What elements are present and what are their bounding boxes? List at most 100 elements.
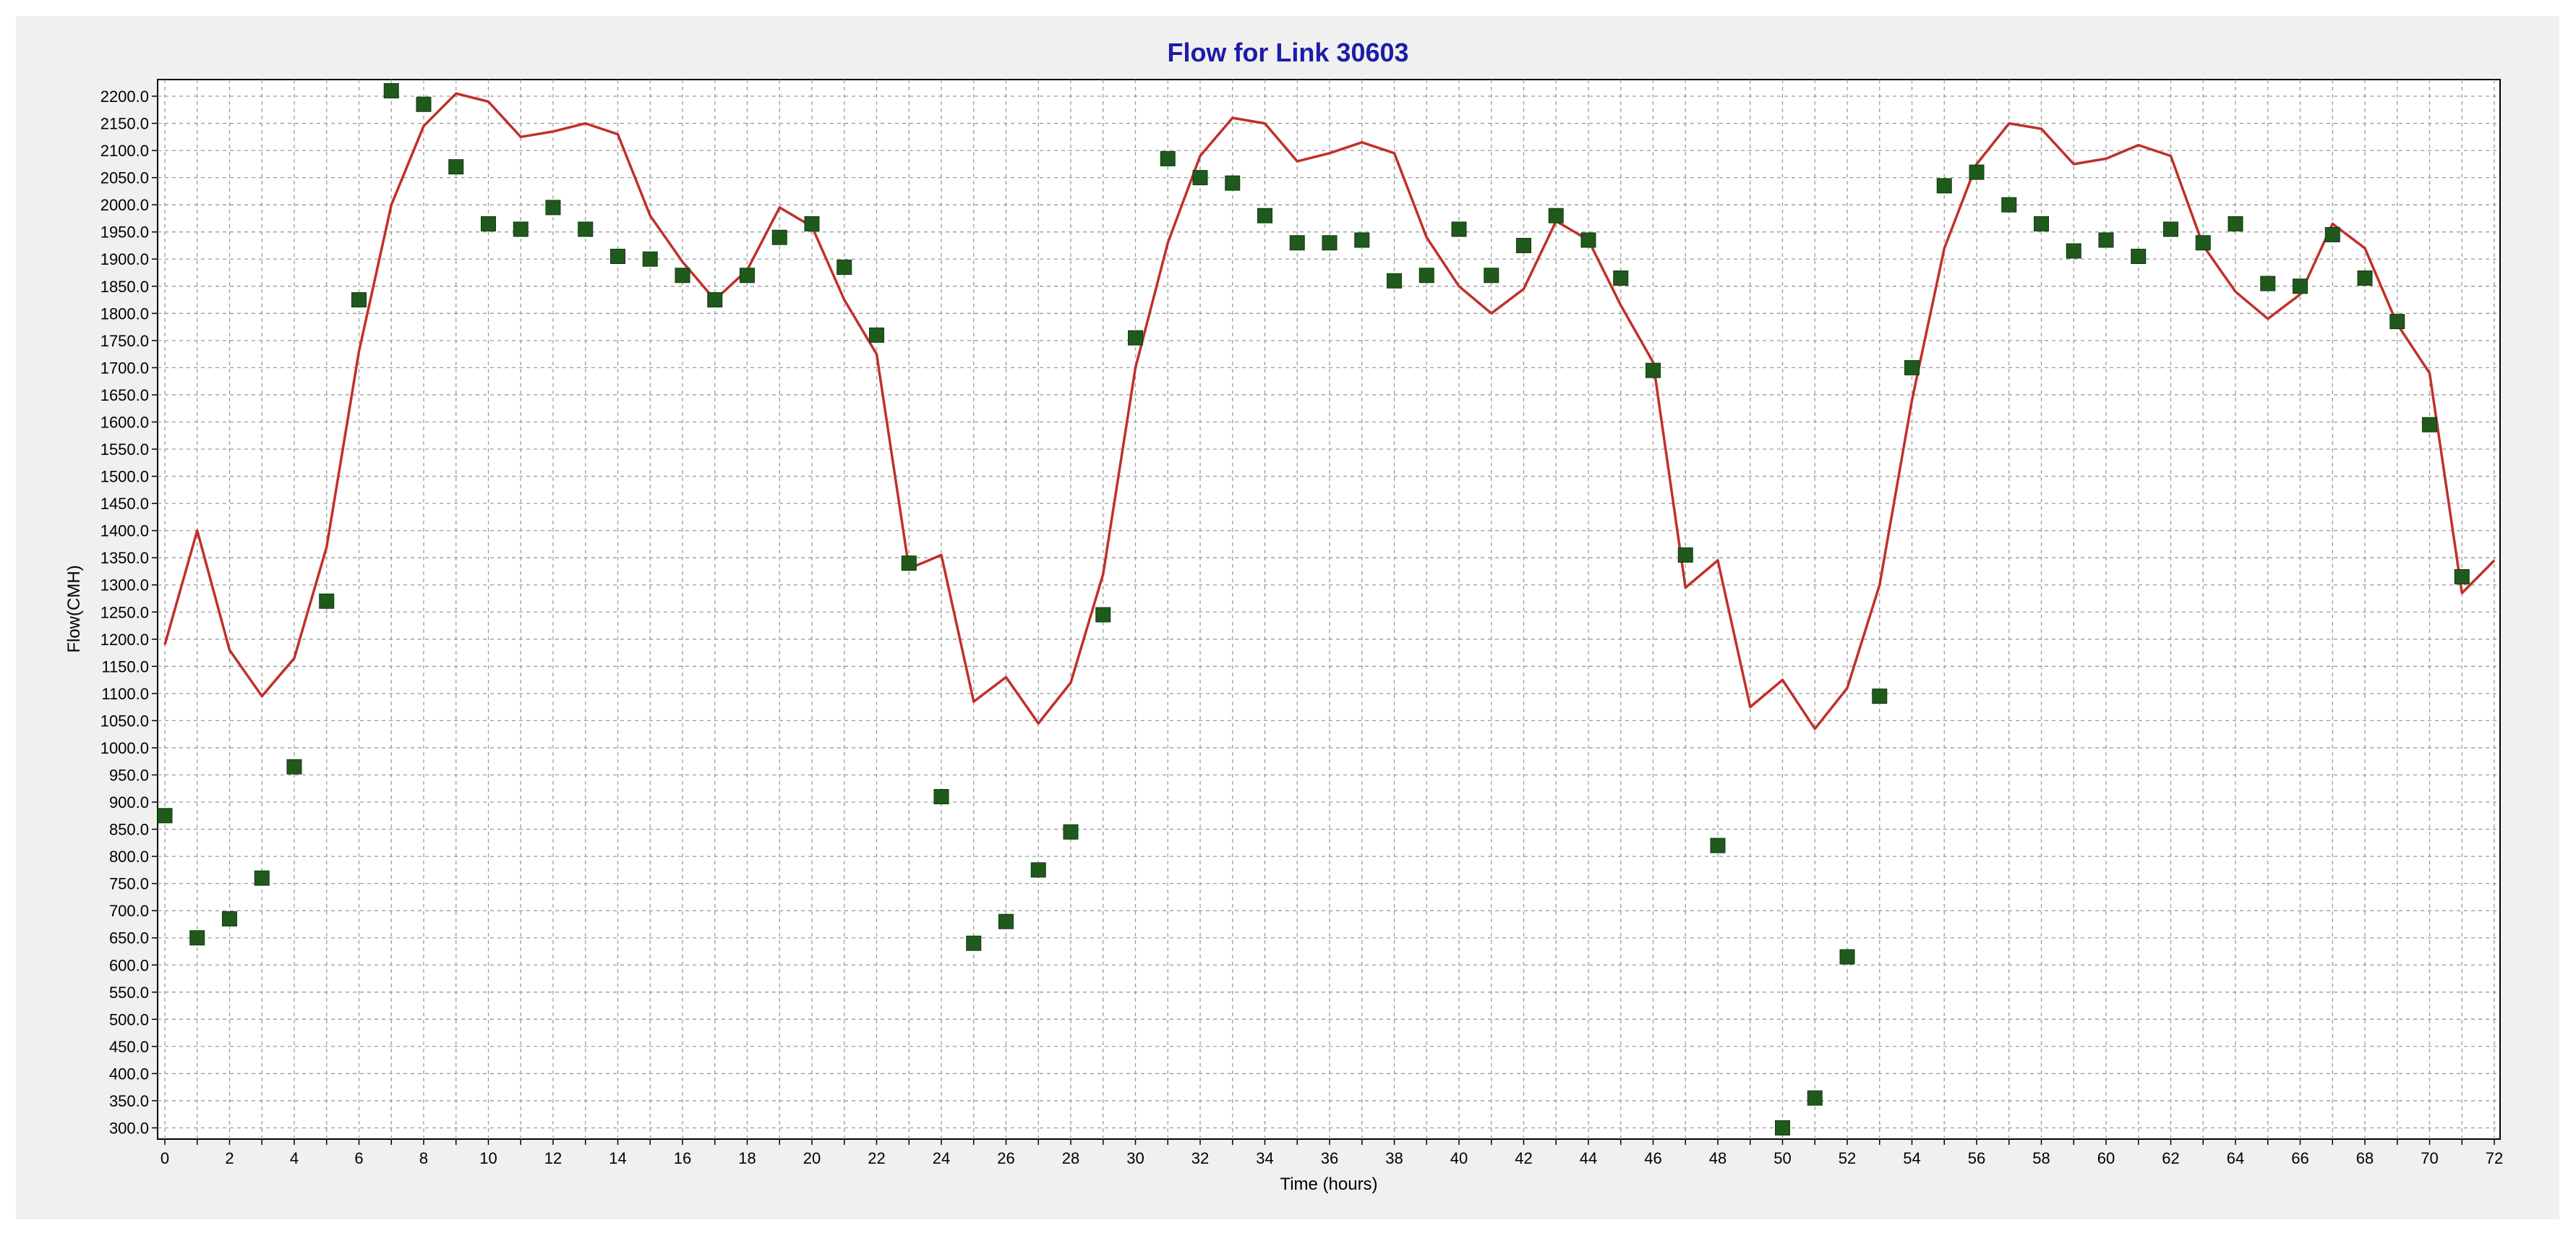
data-point [578,221,594,237]
data-point [1160,150,1176,166]
y-tick-label: 2050.0 [100,169,149,187]
x-tick-label: 48 [1709,1149,1726,1167]
data-point [2066,243,2081,259]
data-point [416,96,432,112]
x-tick-label: 66 [2291,1149,2308,1167]
y-tick-label: 850.0 [109,821,149,839]
x-tick-label: 46 [1644,1149,1661,1167]
data-point [2324,226,2340,242]
x-tick-label: 72 [2486,1149,2503,1167]
x-tick-label: 24 [933,1149,950,1167]
series-line [163,92,2496,730]
data-point [254,870,270,886]
x-tick-label: 40 [1450,1149,1468,1167]
y-tick-label: 1350.0 [100,549,149,567]
y-tick-label: 1600.0 [100,413,149,431]
y-tick-label: 950.0 [109,766,149,784]
x-tick-label: 44 [1580,1149,1597,1167]
data-point [1128,330,1143,346]
observed-flow-points [157,83,2470,1135]
data-point [1289,235,1305,251]
data-point [998,913,1014,929]
grid [158,80,2500,1139]
data-point [1936,178,1952,194]
data-point [1418,268,1434,284]
data-point [1904,359,1920,375]
plot-area [157,79,2501,1140]
data-point [1063,824,1079,840]
data-point [1548,208,1564,223]
y-tick-label: 1450.0 [100,495,149,513]
data-point [1354,232,1370,248]
data-point [2454,568,2470,584]
data-point [1516,237,1531,253]
y-tick-label: 700.0 [109,902,149,920]
data-point [2422,417,2437,432]
y-tick-label: 550.0 [109,984,149,1002]
data-point [1257,208,1272,223]
data-point [1387,273,1402,289]
data-point [610,248,625,264]
data-point [1322,235,1338,251]
x-tick-label: 18 [738,1149,756,1167]
y-tick-label: 1900.0 [100,250,149,268]
x-tick-label: 52 [1839,1149,1856,1167]
y-tick-label: 1650.0 [100,386,149,404]
x-tick-label: 68 [2356,1149,2374,1167]
data-point [1613,270,1629,286]
model-flow-line [163,92,2496,730]
y-tick-label: 450.0 [109,1038,149,1056]
x-tick-label: 6 [354,1149,363,1167]
x-tick-label: 54 [1903,1149,1920,1167]
data-point [189,930,205,946]
data-point [804,216,820,231]
data-point [2357,270,2373,286]
y-tick-label: 2200.0 [100,88,149,106]
data-point [1580,232,1596,248]
x-axis-label: Time (hours) [1280,1175,1377,1194]
data-point [383,83,399,99]
y-tick-label: 1550.0 [100,440,149,459]
data-point [2260,276,2276,291]
data-point [1839,949,1855,965]
y-tick-label: 400.0 [109,1065,149,1083]
x-tick-label: 38 [1385,1149,1403,1167]
data-point [901,555,917,571]
x-tick-label: 14 [609,1149,626,1167]
y-tick-label: 1700.0 [100,359,149,377]
chart-title: Flow for Link 30603 [1167,38,1409,67]
data-point [222,911,237,926]
data-point [771,229,787,245]
y-tick-label: 1300.0 [100,576,149,594]
data-point [448,159,464,175]
y-tick-label: 1500.0 [100,468,149,486]
data-point [869,327,884,343]
data-point [1451,221,1467,237]
data-point [1095,607,1111,623]
data-point [513,221,529,237]
data-point [1872,689,1888,704]
x-tick-label: 50 [1773,1149,1791,1167]
y-axis-label: Flow(CMH) [64,565,84,652]
x-tick-label: 62 [2162,1149,2179,1167]
data-point [2195,235,2211,251]
x-tick-label: 56 [1968,1149,1985,1167]
data-point [351,292,367,308]
x-tick-label: 0 [161,1149,169,1167]
x-tick-label: 10 [479,1149,497,1167]
data-point [1969,164,1985,180]
data-point [2001,197,2017,213]
x-tick-label: 30 [1126,1149,1144,1167]
x-tick-label: 22 [868,1149,885,1167]
x-tick-label: 26 [997,1149,1014,1167]
data-point [1677,547,1693,563]
data-point [2131,248,2147,264]
data-point [1192,170,1208,186]
data-point [836,260,852,276]
data-point [2293,278,2308,294]
y-tick-label: 1050.0 [100,712,149,730]
data-point [642,251,658,267]
y-tick-label: 650.0 [109,929,149,947]
x-tick-label: 4 [290,1149,299,1167]
data-point [675,268,690,284]
